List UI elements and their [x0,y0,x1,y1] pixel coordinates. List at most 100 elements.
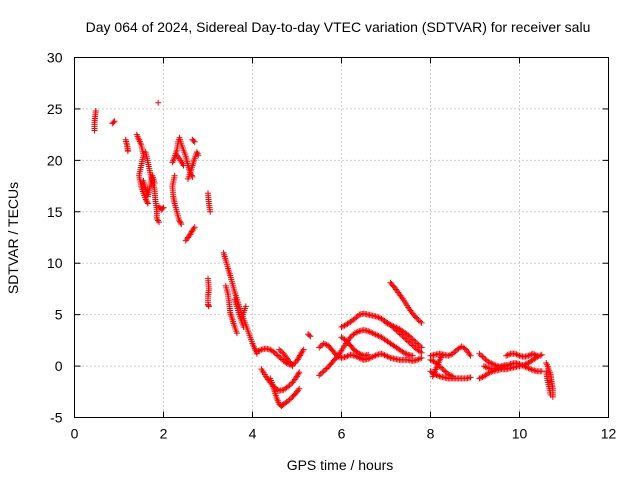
y-tick-label: 10 [47,255,63,271]
data-point [124,148,131,155]
data-point [485,358,492,365]
data-point [306,332,313,339]
y-tick-label: -5 [50,410,63,426]
data-point [365,328,372,335]
data-point [255,347,262,354]
data-point [477,374,484,381]
y-tick-label: 5 [55,307,63,323]
data-point [296,353,303,360]
data-point [448,372,455,379]
data-point [347,334,354,341]
data-point [449,350,456,357]
data-point [342,353,349,360]
data-point [375,314,382,321]
data-point [406,333,413,340]
data-point [482,363,489,370]
data-point [357,351,364,358]
data-point [368,354,375,361]
data-point [440,367,447,374]
data-point [344,353,351,360]
data-point [286,396,293,403]
data-point [477,352,484,359]
data-point [418,354,425,361]
data-point [322,366,329,373]
data-point [385,321,392,328]
data-point [383,319,389,326]
data-point [316,344,323,351]
data-point [256,347,263,354]
x-tick-label: 8 [427,426,435,442]
data-point [479,353,486,360]
data-point [400,349,407,356]
data-point [296,385,303,392]
data-point [418,349,425,356]
data-point [489,361,496,368]
data-point [353,314,360,321]
data-point [354,328,361,335]
data-point [378,350,385,357]
data-point [177,219,184,226]
data-point [372,352,379,359]
data-point [529,350,536,357]
data-point [375,332,382,339]
x-tick-label: 12 [601,426,617,442]
data-point [317,343,324,350]
data-point [534,352,541,359]
data-point [408,341,415,348]
data-point [413,314,420,321]
data-point [476,375,483,382]
data-point [385,354,392,361]
data-point [549,393,556,400]
data-point [187,230,194,237]
data-point [180,162,187,169]
data-point [319,369,326,376]
data-point [427,356,434,363]
data-point [403,337,410,344]
data-point [374,332,381,339]
data-point [415,317,422,324]
data-point [525,352,532,359]
data-point [365,351,372,358]
data-point [467,374,474,381]
data-point [494,365,501,372]
data-point [531,351,538,358]
data-point [178,221,185,228]
data-point [295,355,302,362]
data-point [451,349,458,356]
data-point [449,373,456,380]
data-point [415,341,422,348]
data-point [483,364,490,371]
data-point [403,351,410,358]
data-point [380,351,387,358]
data-point [155,99,162,106]
data-point [405,338,412,345]
y-tick-label: 25 [47,101,63,117]
data-point [271,349,278,356]
data-point [488,360,495,367]
x-tick-label: 6 [338,426,346,442]
data-point [417,348,424,355]
data-point [356,350,363,357]
x-tick-label: 0 [71,426,79,442]
data-point [384,353,391,360]
data-point [205,303,212,310]
data-point [144,199,151,206]
data-point [525,365,532,372]
data-point [371,353,378,360]
data-point [520,362,527,369]
data-point [461,345,468,352]
data-point [323,365,330,372]
data-point [348,332,355,339]
data-point [446,371,453,378]
data-point [300,346,307,353]
data-point [156,219,163,226]
y-tick-label: 30 [47,50,63,66]
data-point [195,152,202,159]
data-point [402,335,409,342]
data-point [144,200,151,207]
x-axis-label: GPS time / hours [287,457,394,473]
data-point [409,352,416,359]
data-point [503,362,510,369]
grid-layer [74,57,609,418]
